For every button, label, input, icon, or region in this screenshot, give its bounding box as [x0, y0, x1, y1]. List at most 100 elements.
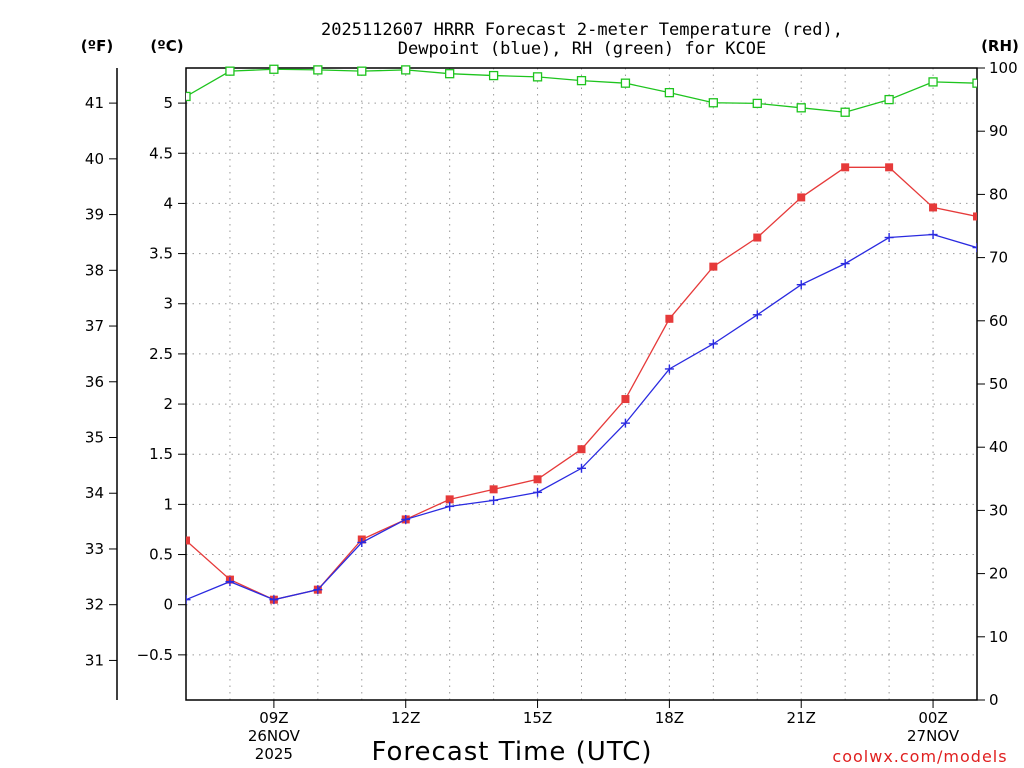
rh-point [620, 78, 631, 88]
celsius-tick-label: 0.5 [149, 546, 173, 564]
fahrenheit-tick-label: 35 [85, 429, 104, 447]
rh-point [269, 64, 279, 74]
rh-tick-label: 80 [989, 185, 1008, 203]
temperature-point [885, 163, 894, 172]
dewpoint-point [313, 585, 323, 595]
celsius-tick-label: 2 [163, 395, 173, 413]
fahrenheit-tick-label: 33 [85, 540, 104, 558]
temperature-point [841, 163, 850, 172]
series-temperature [186, 163, 977, 604]
fahrenheit-unit-label: (ºF) [81, 37, 113, 55]
rh-point [445, 69, 455, 79]
axes [109, 67, 985, 708]
rh-tick-label: 60 [989, 312, 1008, 330]
dewpoint-point [972, 243, 977, 253]
celsius-unit-label: (ºC) [150, 37, 183, 55]
temperature-point [489, 485, 498, 494]
dewpoint-point [401, 514, 411, 524]
temperature-point [709, 262, 718, 271]
temperature-point [445, 495, 454, 504]
dewpoint-point [752, 310, 762, 320]
dewpoint-point [489, 495, 499, 505]
temperature-point [186, 536, 190, 545]
temperature-point [665, 314, 674, 323]
fahrenheit-tick-label: 32 [85, 596, 104, 614]
fahrenheit-tick-label: 36 [85, 373, 104, 391]
celsius-tick-label: 3.5 [149, 245, 173, 263]
rh-point [313, 65, 323, 75]
rh-point [840, 107, 850, 117]
temperature-point [929, 203, 938, 212]
x-tick-label: 18Z [655, 709, 684, 727]
rh-tick-label: 50 [989, 375, 1008, 393]
fahrenheit-tick-label: 34 [85, 484, 104, 502]
plot-frame [185, 67, 978, 701]
rh-point [186, 91, 191, 102]
temperature-point [753, 233, 762, 242]
dewpoint-point [708, 339, 718, 349]
rh-tick-label: 0 [989, 691, 999, 709]
credit-link[interactable]: coolwx.com/models [832, 747, 1007, 766]
rh-point [884, 94, 894, 105]
rh-point [928, 77, 938, 87]
celsius-tick-label: 0 [163, 596, 173, 614]
temperature-point [973, 212, 977, 221]
dewpoint-point [225, 577, 235, 587]
fahrenheit-tick-label: 38 [85, 261, 104, 279]
dewpoint-point [928, 230, 938, 240]
temperature-point [621, 395, 630, 404]
rh-tick-label: 100 [989, 59, 1018, 77]
rh-tick-label: 70 [989, 249, 1008, 267]
rh-point [664, 87, 675, 98]
fahrenheit-tick-label: 40 [85, 150, 104, 168]
rh-point [488, 70, 499, 81]
rh-point [708, 98, 718, 108]
x-tick-label: 27NOV [907, 727, 960, 745]
rh-point [972, 78, 977, 88]
celsius-tick-label: −0.5 [137, 646, 173, 664]
dewpoint-point [186, 595, 191, 605]
x-tick-label: 26NOV [248, 727, 301, 745]
x-tick-label: 12Z [391, 709, 420, 727]
x-tick-label: 21Z [787, 709, 816, 727]
dewpoint-point [357, 538, 367, 548]
rh-tick-label: 40 [989, 438, 1008, 456]
series-rh [186, 64, 977, 117]
temperature-line [186, 166, 977, 601]
rh-point [357, 66, 367, 76]
dewpoint-point [445, 501, 455, 511]
rh-point [752, 98, 762, 109]
dewpoint-point [533, 487, 543, 497]
x-tick-label: 00Z [918, 709, 947, 727]
rh-point [796, 103, 806, 113]
dewpoint-point [577, 463, 586, 473]
celsius-tick-label: 5 [163, 94, 173, 112]
rh-point [532, 72, 543, 82]
dewpoint-point [840, 259, 850, 269]
dewpoint-point [269, 595, 279, 605]
celsius-tick-label: 2.5 [149, 345, 173, 363]
x-tick-label: 2025 [255, 745, 293, 763]
rh-unit-label: (RH) [981, 37, 1019, 55]
temperature-point [533, 475, 542, 484]
chart-title-line-1: 2025112607 HRRR Forecast 2-meter Tempera… [321, 20, 843, 40]
celsius-tick-label: 4.5 [149, 144, 173, 162]
rh-tick-label: 10 [989, 628, 1008, 646]
x-tick-label: 09Z [259, 709, 288, 727]
rh-tick-label: 20 [989, 565, 1008, 583]
fahrenheit-tick-label: 41 [85, 94, 104, 112]
temperature-point [577, 445, 586, 454]
rh-tick-label: 30 [989, 501, 1008, 519]
chart-title-line-2: Dewpoint (blue), RH (green) for KCOE [398, 39, 766, 59]
temperature-point [797, 193, 806, 202]
rh-point [576, 75, 587, 86]
celsius-tick-label: 4 [163, 194, 173, 212]
gridlines [186, 68, 977, 700]
dewpoint-point [620, 418, 630, 428]
fahrenheit-tick-label: 39 [85, 206, 104, 224]
dewpoint-point [664, 364, 674, 374]
rh-point [225, 66, 235, 76]
celsius-tick-label: 1.5 [149, 445, 173, 463]
dewpoint-point [796, 280, 806, 290]
tick-labels: −0.5 0 0.5 1 1.5 2 2.5 3 3.5 4 4.5 5 31 32 33 34 35 36 37 3… [85, 59, 1018, 763]
